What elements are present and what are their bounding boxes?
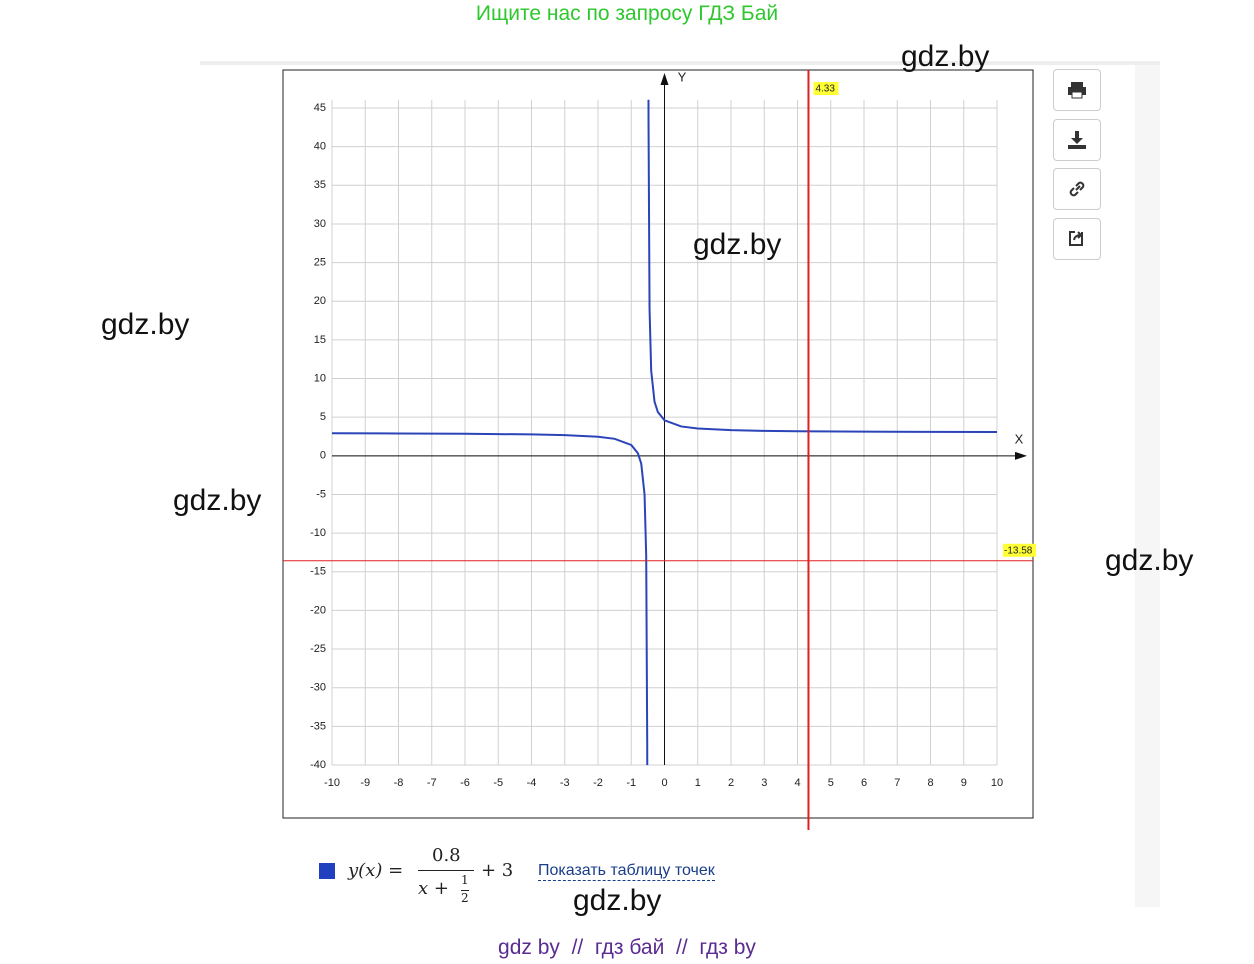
y-tick-label: -20: [310, 604, 326, 616]
watermark: gdz.by: [693, 228, 782, 261]
x-tick-label: -10: [324, 777, 340, 789]
formula-tail: + 3: [481, 860, 514, 881]
x-tick-label: -6: [460, 777, 470, 789]
x-axis-label: X: [1015, 431, 1024, 446]
y-tick-label: -10: [310, 527, 326, 539]
function-curve: [331, 99, 998, 766]
top-rule: [200, 61, 1160, 65]
y-axis-arrow: [660, 73, 669, 85]
x-tick-label: -9: [360, 777, 370, 789]
footer: gdz by // гдз бай // гдз by: [498, 936, 756, 959]
chart: -10 -9 -8 -7 -6 -5 -4 -3 -2 -1 0 1 2 3 4 5 6 7 8 9 10-40-35-…: [282, 69, 1036, 830]
x-tick-label: 2: [728, 777, 734, 789]
x-tick-label: 9: [961, 777, 967, 789]
y-tick-label: -40: [310, 759, 326, 771]
watermark: gdz.by: [1105, 544, 1194, 577]
crosshair-y-label: -13.58: [1004, 545, 1033, 556]
x-tick-label: 3: [761, 777, 767, 789]
x-tick-label: 1: [695, 777, 701, 789]
x-tick-label: 0: [661, 777, 667, 789]
side-strip: [1135, 65, 1160, 907]
x-axis-arrow: [1015, 451, 1027, 460]
y-tick-label: 15: [314, 334, 326, 346]
y-tick-label: -25: [310, 643, 326, 655]
x-tick-label: -1: [626, 777, 636, 789]
y-tick-label: -30: [310, 682, 326, 694]
x-tick-label: 7: [894, 777, 900, 789]
x-tick-label: 4: [794, 777, 800, 789]
x-tick-label: -7: [427, 777, 437, 789]
watermark: gdz.by: [573, 884, 662, 917]
y-tick-label: 5: [320, 411, 326, 423]
x-tick-label: -8: [394, 777, 404, 789]
y-tick-label: -15: [310, 566, 326, 578]
y-tick-label: 10: [314, 372, 326, 384]
x-tick-label: 10: [991, 777, 1003, 789]
download-button[interactable]: [1053, 119, 1101, 161]
y-tick-label: 45: [314, 102, 326, 114]
formula-lhs: y(x) =: [348, 860, 404, 881]
x-tick-label: -3: [560, 777, 570, 789]
y-tick-label: 20: [314, 295, 326, 307]
y-tick-label: -35: [310, 720, 326, 732]
y-tick-label: 40: [314, 141, 326, 153]
crosshair-y-label-bg: [1003, 543, 1036, 557]
x-tick-label: 8: [927, 777, 933, 789]
x-tick-label: 5: [828, 777, 834, 789]
formula-numerator: 0.8: [432, 845, 461, 866]
x-tick-label: -5: [493, 777, 503, 789]
x-tick-label: -2: [593, 777, 603, 789]
banner: Ищите нас по запросу ГДЗ Бай: [475, 2, 779, 25]
formula-frac-num: 1: [461, 873, 469, 887]
crosshair-x-label-bg: [813, 82, 839, 95]
plot-frame: [282, 69, 1034, 819]
link-button[interactable]: [1053, 168, 1101, 210]
watermark: gdz.by: [101, 308, 190, 341]
x-tick-label: -4: [527, 777, 537, 789]
watermark: gdz.by: [901, 40, 990, 73]
legend-swatch: [319, 863, 335, 879]
y-tick-label: 30: [314, 218, 326, 230]
crosshair-x-label: 4.33: [815, 84, 835, 95]
y-tick-label: 0: [320, 450, 326, 462]
fraction-bar: [418, 870, 474, 871]
formula-frac-den: 2: [461, 890, 469, 905]
x-tick-label: 6: [861, 777, 867, 789]
print-button[interactable]: [1053, 69, 1101, 111]
y-axis-label: Y: [678, 69, 687, 84]
y-tick-label: 25: [314, 256, 326, 268]
y-tick-label: 35: [314, 179, 326, 191]
points-table-link[interactable]: Показать таблицу точек: [538, 862, 715, 881]
y-tick-label: -5: [316, 488, 326, 500]
watermark: gdz.by: [173, 484, 262, 517]
share-button[interactable]: [1053, 218, 1101, 260]
formula-denominator: x +: [418, 878, 449, 899]
